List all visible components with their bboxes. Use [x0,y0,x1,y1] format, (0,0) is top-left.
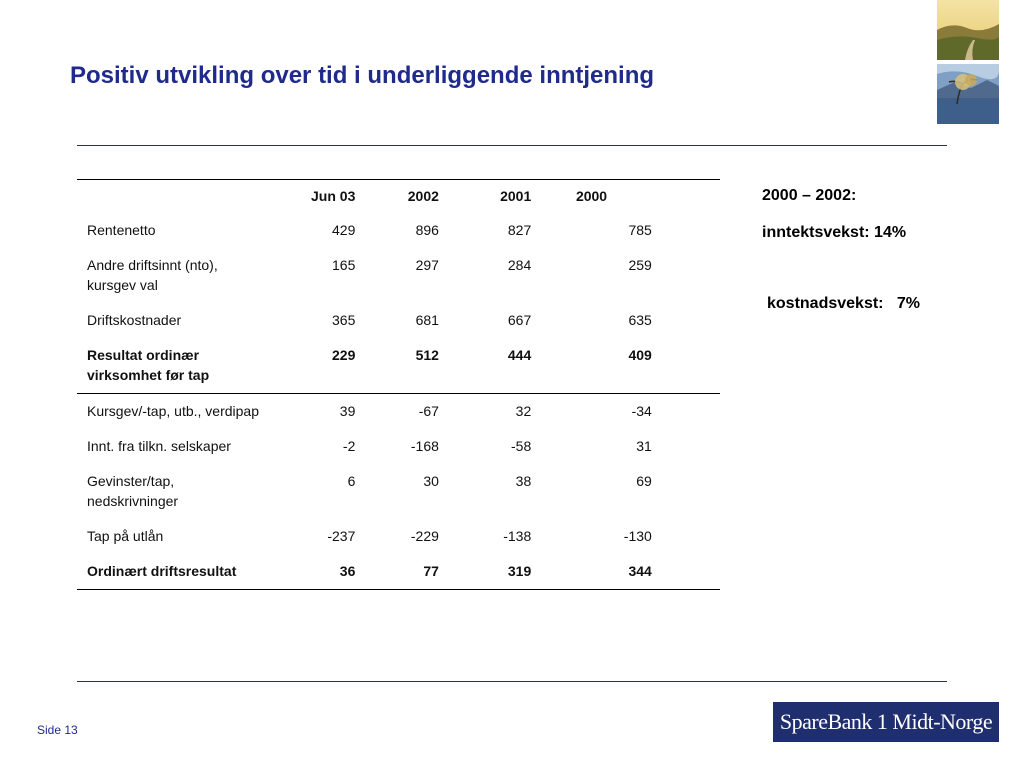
header-2002: 2002 [407,188,439,204]
cell-2000: -130 [623,528,652,544]
cell-jun03: 39 [276,393,356,429]
cell-jun03: 229 [332,347,356,363]
cell-2001: 667 [507,312,532,328]
cell-2001: -138 [503,528,532,544]
table-row: Rentenetto 429 896 827 785 [77,213,720,248]
table-header-row: Jun 03 2002 2001 2000 [77,180,720,214]
header-2001: 2001 [500,188,532,204]
cell-2002: 896 [415,222,439,238]
cell-2002: 681 [415,312,439,328]
cell-2002: 297 [415,257,439,273]
cell-jun03: 429 [332,222,356,238]
cell-2000: 635 [628,312,652,328]
cell-2001: 38 [515,473,532,489]
row-label: Resultat ordinær virksomhet før tap [87,347,210,383]
cell-2002: -67 [355,393,439,429]
cell-2000: -34 [531,393,652,429]
row-label: Andre driftsinnt (nto), kursgev val [87,257,218,293]
row-label: Gevinster/tap, nedskrivninger [87,473,179,509]
page-title: Positiv utvikling over tid i underliggen… [70,62,655,89]
cell-2000: 69 [636,473,652,489]
cell-2002: -168 [410,438,439,454]
row-label: Kursgev/-tap, utb., verdipap [87,403,259,419]
cell-2000: 31 [636,438,652,454]
row-label: Innt. fra tilkn. selskaper [87,438,231,454]
bottom-divider [77,681,947,682]
sparebank-logo: SpareBank 1 Midt-Norge [773,702,999,742]
cell-2002: 512 [415,347,439,363]
page-number: Side 13 [37,723,78,737]
landscape-road-photo [937,0,999,60]
cell-jun03: 36 [339,563,356,579]
header-label [77,180,277,214]
lake-tree-photo [937,64,999,124]
cell-2001: 284 [507,257,532,273]
row-label: Rentenetto [87,222,156,238]
cell-jun03: -237 [327,528,356,544]
period-note: 2000 – 2002: [762,187,857,204]
table-row: Gevinster/tap, nedskrivninger 6 30 38 69 [77,464,720,519]
cell-jun03: 6 [347,473,356,489]
row-label: Tap på utlån [87,528,164,544]
cell-2000: 259 [628,257,652,273]
cell-2002: 30 [423,473,439,489]
table-row: Innt. fra tilkn. selskaper -2 -168 -58 3… [77,429,720,464]
table-row: Andre driftsinnt (nto), kursgev val 165 … [77,248,720,303]
row-label: Ordinært driftsresultat [87,563,237,579]
header-jun03: Jun 03 [311,188,356,204]
cell-jun03: 165 [332,257,356,273]
cell-2001: -58 [511,438,532,454]
header-2000: 2000 [575,188,608,204]
table-row: Kursgev/-tap, utb., verdipap 39 -67 32 -… [77,393,720,429]
table-row-subtotal: Resultat ordinær virksomhet før tap 229 … [77,338,720,394]
row-label: Driftskostnader [87,312,182,328]
cell-2002: 77 [423,563,439,579]
cell-2001: 827 [507,222,532,238]
cost-growth-note: kostnadsvekst: 7% [767,295,920,312]
table-row: Driftskostnader 365 681 667 635 [77,303,720,338]
table-row-total: Ordinært driftsresultat 36 77 319 344 [77,554,720,590]
cell-2001: 319 [507,563,532,579]
cell-2001: 444 [507,347,532,363]
logo-text: SpareBank 1 Midt-Norge [779,709,993,734]
financial-table: Jun 03 2002 2001 2000 Rentenetto 429 896… [77,179,720,590]
cell-2000: 344 [628,563,652,579]
income-growth-note: inntektsvekst: 14% [762,224,907,241]
cell-2000: 785 [628,222,652,238]
cell-2000: 409 [628,347,652,363]
cell-jun03: -2 [342,438,356,454]
top-divider [77,145,947,146]
table-row: Tap på utlån -237 -229 -138 -130 [77,519,720,554]
cell-2002: -229 [410,528,439,544]
cell-2001: 32 [438,393,532,429]
cell-jun03: 365 [332,312,356,328]
